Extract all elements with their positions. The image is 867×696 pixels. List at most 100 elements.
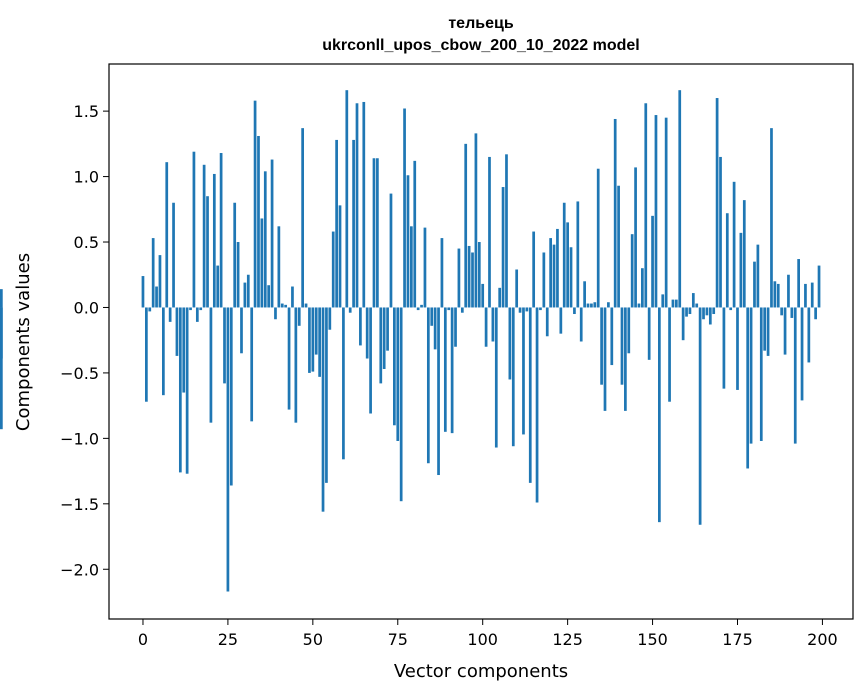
bar [559, 307, 563, 334]
bar [233, 202, 237, 308]
bar [260, 218, 264, 308]
bar [817, 265, 821, 308]
bar [460, 307, 464, 313]
bar [545, 307, 549, 337]
bar [739, 232, 743, 308]
bar [423, 227, 427, 308]
bar [474, 133, 478, 308]
bar [732, 181, 736, 308]
bar [759, 307, 763, 441]
x-tick-label: 150 [637, 630, 668, 649]
bar [155, 286, 158, 308]
bar [753, 261, 756, 308]
bar [651, 215, 654, 308]
y-axis-label: Components values [13, 253, 34, 431]
bar [243, 282, 247, 308]
bar [600, 307, 603, 385]
bar [532, 231, 536, 308]
bar [308, 307, 311, 373]
chart-subtitle: ukrconll_upos_cbow_200_10_2022 model [322, 37, 639, 54]
bar [783, 307, 787, 355]
bar [535, 307, 539, 503]
bar [277, 226, 281, 308]
x-tick-label: 175 [722, 630, 753, 649]
bar [770, 128, 773, 308]
bar [386, 307, 389, 351]
bar [399, 307, 403, 502]
bar [195, 307, 199, 322]
bar [393, 307, 396, 426]
bar [287, 307, 291, 410]
bar [481, 283, 485, 308]
y-tick-label: 0.0 [74, 298, 99, 317]
bar [240, 307, 243, 354]
bar [542, 252, 546, 308]
x-axis-ticks: 0 25 50 75 100 125 150 175 200 [138, 619, 838, 649]
bar [647, 307, 651, 360]
x-tick-label: 50 [303, 630, 323, 649]
bar [280, 303, 284, 308]
bar [773, 281, 777, 308]
bar [691, 293, 695, 308]
bar [518, 307, 522, 313]
bar [508, 307, 512, 380]
bar [749, 307, 753, 444]
bar [420, 304, 423, 308]
bar [328, 307, 332, 330]
bar [0, 289, 3, 308]
bar [348, 307, 352, 313]
bar [263, 171, 267, 308]
bar [698, 307, 702, 525]
bar [603, 307, 607, 411]
bar [674, 299, 678, 308]
bar [522, 307, 525, 435]
bar [359, 307, 362, 346]
bar [352, 139, 355, 308]
bar [488, 156, 491, 308]
bar [403, 108, 406, 308]
bar [294, 307, 298, 423]
bar [624, 307, 627, 411]
bar [766, 307, 770, 356]
bar [450, 307, 454, 434]
y-tick-label: 1.5 [74, 102, 99, 121]
bar [321, 307, 325, 512]
plot-frame [108, 63, 854, 620]
bar [556, 228, 559, 308]
chart-title: тельець [448, 15, 513, 32]
bar [345, 90, 349, 308]
bar [566, 222, 569, 308]
bar [617, 185, 620, 308]
bar [219, 153, 223, 308]
bar [586, 303, 590, 308]
bar [780, 307, 784, 316]
bar [145, 307, 148, 402]
bar [362, 101, 366, 308]
bar [141, 276, 145, 308]
bar [515, 269, 519, 308]
x-tick-label: 75 [388, 630, 408, 649]
bar [396, 307, 400, 441]
bar [511, 307, 515, 447]
bar [426, 307, 430, 464]
bar [776, 283, 780, 308]
bar [807, 307, 811, 363]
bar [389, 193, 393, 308]
x-tick-label: 125 [552, 630, 583, 649]
bar [630, 234, 634, 308]
y-axis-ticks: −2.0 −1.5 −1.0 −0.5 0.0 0.5 1.0 1.5 [60, 102, 109, 579]
bar [199, 307, 203, 311]
bar [270, 159, 274, 308]
bar [182, 307, 186, 393]
bar [763, 307, 767, 351]
x-axis-label: Vector components [394, 661, 568, 682]
bar [736, 307, 739, 390]
bar [708, 307, 712, 325]
bar [549, 238, 552, 308]
bar [369, 307, 372, 414]
bar [274, 307, 277, 320]
bar [552, 244, 556, 308]
bar [430, 307, 434, 326]
bar [253, 100, 257, 308]
